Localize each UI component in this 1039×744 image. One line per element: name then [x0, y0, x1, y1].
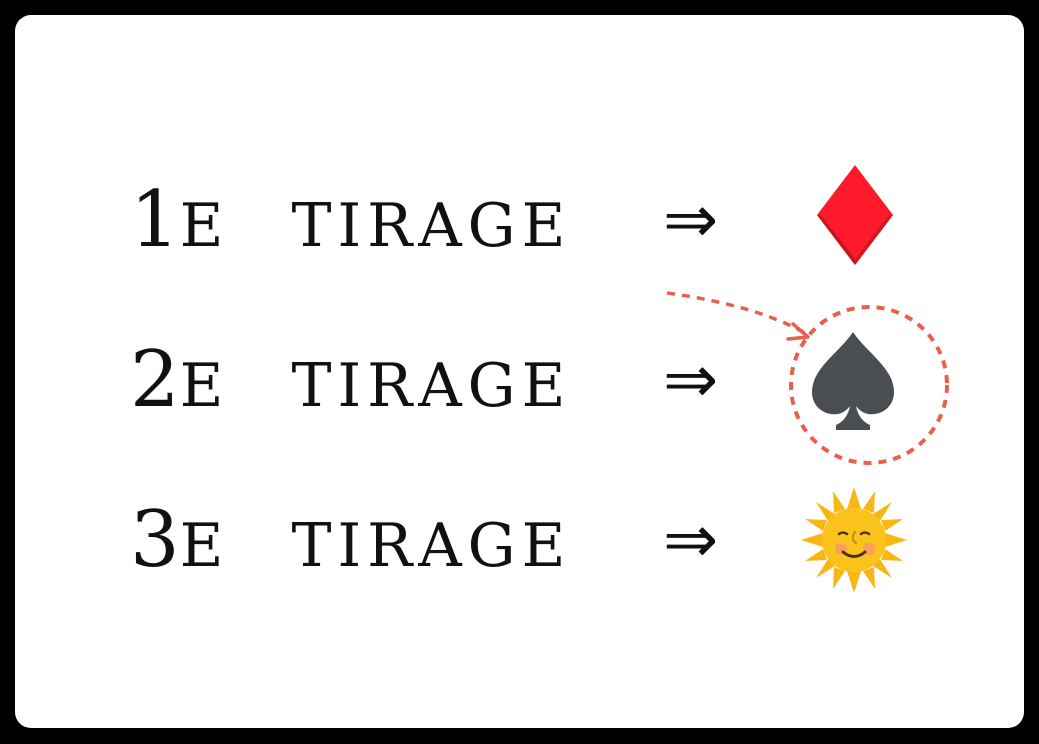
draw-word: tirage — [291, 511, 572, 581]
draw-row-3: 3e tirage ⇒ — [15, 485, 1024, 595]
ordinal-suffix: e — [179, 191, 230, 261]
draw-number: 3 — [130, 495, 180, 585]
draw-row-2: 2e tirage ⇒ — [15, 325, 1024, 435]
ordinal-suffix: e — [179, 511, 230, 581]
black-spade-suit-icon — [808, 330, 898, 430]
implies-arrow: ⇒ — [663, 501, 719, 578]
draw-number: 2 — [130, 335, 180, 425]
draw-label-3: 3e tirage — [130, 485, 571, 595]
implies-arrow: ⇒ — [663, 181, 719, 258]
draw-label-2: 2e tirage — [130, 325, 571, 435]
card: 1e tirage ⇒ 2e tirage ⇒ 3e tirage ⇒ — [15, 15, 1024, 728]
draw-number: 1 — [130, 175, 180, 265]
red-diamond-suit-icon — [815, 165, 895, 270]
draw-word: tirage — [291, 351, 572, 421]
draw-label-1: 1e tirage — [130, 165, 571, 275]
draw-row-1: 1e tirage ⇒ — [15, 165, 1024, 275]
draw-word: tirage — [291, 191, 572, 261]
sun-with-face-icon — [801, 487, 907, 593]
ordinal-suffix: e — [179, 351, 230, 421]
implies-arrow: ⇒ — [663, 341, 719, 418]
